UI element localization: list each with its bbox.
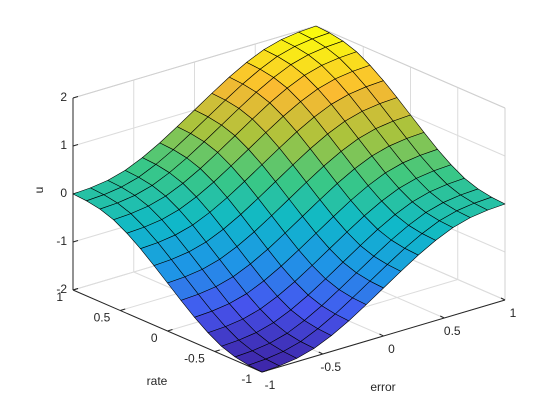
x-tick: [440, 315, 445, 319]
box-edge: [315, 25, 506, 109]
x-tick-label: 0: [388, 342, 395, 356]
x-tick-label: 0.5: [444, 324, 461, 338]
x-tick-label: -1: [265, 378, 276, 392]
y-tick-label: 0: [151, 331, 158, 345]
y-tick: [167, 329, 173, 332]
z-tick-label: -2: [56, 282, 67, 296]
x-tick: [379, 333, 384, 337]
y-tick: [72, 288, 79, 291]
z-tick: [72, 144, 79, 147]
x-tick-label: -0.5: [320, 360, 341, 374]
y-tick-label: 1: [56, 290, 63, 304]
z-tick-label: 1: [60, 138, 67, 152]
z-tick-label: 0: [60, 186, 67, 200]
box-edge: [72, 25, 317, 99]
y-axis-label: rate: [147, 374, 168, 388]
y-tick-label: -1: [241, 372, 252, 386]
z-axis-label: u: [32, 187, 46, 194]
y-tick: [120, 308, 126, 311]
surface-patch: [248, 358, 280, 373]
x-axis-label: error: [370, 380, 395, 394]
y-tick-label: -0.5: [184, 352, 205, 366]
z-tick-label: -1: [56, 234, 67, 248]
y-tick-label: 0.5: [94, 311, 111, 325]
z-tick-label: 2: [60, 90, 67, 104]
x-tick-label: 1: [510, 306, 517, 320]
z-tick: [72, 240, 79, 243]
x-tick: [500, 297, 506, 301]
x-tick: [318, 351, 323, 355]
y-tick: [214, 349, 220, 352]
z-tick: [72, 96, 79, 99]
